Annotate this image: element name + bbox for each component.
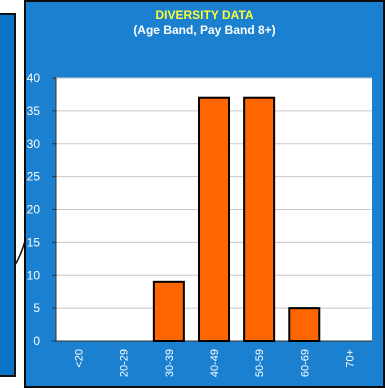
x-tick-label: 70+	[344, 349, 356, 368]
chart-subtitle: (Age Band, Pay Band 8+)	[133, 23, 276, 37]
y-tick-label: 0	[33, 334, 40, 348]
x-tick-label: 30-39	[164, 349, 176, 377]
bar-50-59	[243, 96, 276, 342]
left-panel-edge	[0, 13, 16, 377]
y-tick-label: 35	[27, 104, 41, 118]
y-tick-label: 15	[27, 235, 41, 249]
bar-40-49	[198, 96, 230, 342]
y-tick-label: 20	[27, 203, 41, 217]
x-tick-label: <20	[74, 349, 86, 368]
y-tick-label: 40	[27, 71, 41, 85]
bar-60-69	[288, 307, 321, 342]
x-tick-label: 50-59	[254, 349, 266, 377]
y-tick-label: 10	[27, 268, 41, 282]
x-tick-label: 20-29	[119, 349, 131, 377]
x-tick-label: 60-69	[299, 349, 311, 377]
y-tick-label: 30	[27, 137, 41, 151]
y-tick-label: 25	[27, 170, 41, 184]
x-tick-label: 40-49	[209, 349, 221, 377]
chart-title: DIVERSITY DATA	[155, 8, 254, 22]
y-tick-label: 5	[33, 301, 40, 315]
bar-30-39	[152, 280, 185, 343]
